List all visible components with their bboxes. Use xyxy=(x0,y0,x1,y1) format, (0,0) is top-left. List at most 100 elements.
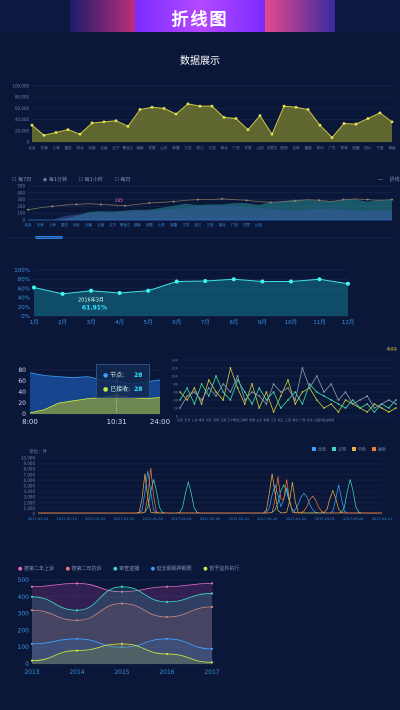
data-point xyxy=(366,198,369,201)
area-fill xyxy=(28,205,392,220)
annotation-value: 61.91% xyxy=(82,305,107,312)
x-tick-label: 山东 xyxy=(160,145,168,150)
data-point xyxy=(186,395,189,397)
x-tick-label: 湖南 xyxy=(136,145,144,150)
data-point xyxy=(395,407,397,409)
data-point xyxy=(243,391,246,393)
data-point xyxy=(265,391,268,393)
data-point xyxy=(207,395,210,397)
data-point xyxy=(179,399,181,401)
chart7-legend: ● 按第二年上诉 ● 按第二年抗诉 ● 审查逮捕 ● 延长期羁押期限 ● 暂予监… xyxy=(18,565,249,572)
data-point xyxy=(90,121,94,125)
y-tick-label: 100 xyxy=(17,211,25,216)
x-tick-label: 山西 xyxy=(255,222,262,227)
x-tick-label: 广东 xyxy=(328,145,336,150)
x-tick-label: 上海 xyxy=(52,145,60,150)
chart2-legend-right[interactable]: — 折线 xyxy=(378,177,400,183)
y-tick-label: 80,000 xyxy=(15,95,29,100)
data-point xyxy=(330,383,333,385)
chart-monthly-percent: 0% 20% 40% 60% 80% 100% 1月 2月 3月 4月 5月 6月 7月 8月 9月 10月 1… xyxy=(14,268,354,326)
data-point xyxy=(174,112,178,116)
y-tick-label: 100% xyxy=(14,268,30,274)
y-tick-label: 0 xyxy=(22,218,25,223)
data-point xyxy=(354,122,358,126)
data-point xyxy=(120,585,124,588)
x-tick-label: 浙江 xyxy=(194,222,201,227)
data-point xyxy=(359,407,361,409)
x-tick-label: 四川 xyxy=(364,146,372,150)
data-point xyxy=(308,383,311,385)
x-tick-label: 甘肃 xyxy=(244,145,252,150)
data-point xyxy=(323,395,325,397)
data-point xyxy=(117,291,122,295)
data-point xyxy=(279,391,282,393)
data-point xyxy=(150,105,154,109)
x-tick-label: 2017-02-14 xyxy=(228,517,249,521)
data-point xyxy=(287,399,289,401)
data-point xyxy=(387,411,390,413)
x-tick-label: 北京 xyxy=(28,145,36,150)
x-tick-label: 2017-01-15 xyxy=(56,517,76,521)
x-tick-label: 河南 xyxy=(88,145,96,150)
x-tick-label: 云南 xyxy=(100,145,108,150)
data-point xyxy=(351,403,354,405)
x-tick-label: 湖北 xyxy=(219,222,226,227)
data-point xyxy=(337,399,340,401)
data-point xyxy=(258,114,262,118)
data-point xyxy=(344,391,347,393)
data-point xyxy=(387,407,390,409)
data-point xyxy=(120,642,124,645)
data-point xyxy=(198,104,202,108)
data-point xyxy=(222,383,225,385)
legend-item[interactable]: ◉ 每1分钟 xyxy=(42,177,67,183)
series-line xyxy=(33,278,349,295)
y-tick-label: 60 xyxy=(18,378,26,385)
data-point xyxy=(229,399,232,401)
legend-item[interactable]: ☐ 每日 xyxy=(114,177,131,183)
legend-item[interactable]: ● 审查逮捕 xyxy=(113,566,140,572)
data-point xyxy=(54,131,58,134)
data-point xyxy=(315,399,318,401)
x-tick-label: 湖北 xyxy=(220,145,228,150)
area-fill xyxy=(32,103,392,142)
y-tick-label: 0 xyxy=(22,411,26,418)
data-point xyxy=(215,395,217,397)
x-tick-label: 江西 xyxy=(285,417,291,422)
y-tick-label: 0% xyxy=(21,314,30,320)
data-point xyxy=(294,403,297,405)
x-tick-label: 浙江 xyxy=(196,145,204,150)
x-tick-label: 吉林 xyxy=(292,145,300,150)
data-point xyxy=(165,652,169,656)
legend-item[interactable]: ● 暂予监外执行 xyxy=(203,566,240,572)
x-tick-label: 山西 xyxy=(256,145,264,150)
x-tick-label: 10:31 xyxy=(107,418,127,426)
legend-item[interactable]: ☐ 每1小时 xyxy=(78,177,103,183)
y-tick-label: 200 xyxy=(18,627,30,634)
x-tick-label: 辽宁 xyxy=(227,417,233,422)
data-point xyxy=(207,379,210,381)
x-tick-label: 8月 xyxy=(229,319,238,326)
x-tick-label: 上海 xyxy=(49,222,56,227)
data-point xyxy=(210,605,214,608)
data-point xyxy=(207,387,210,389)
legend-item[interactable]: ● 延长期羁押期限 xyxy=(150,566,192,572)
legend-item[interactable]: ● 按第二年上诉 xyxy=(18,566,54,572)
data-point xyxy=(203,279,208,284)
data-point xyxy=(258,395,261,397)
data-point xyxy=(301,391,304,393)
y-tick-label: 100 xyxy=(18,644,30,651)
data-point xyxy=(75,609,79,612)
legend-item[interactable]: ☐ 每7日 xyxy=(12,177,32,183)
data-point xyxy=(373,407,376,409)
legend-swatch xyxy=(312,447,316,451)
legend-label: 增减量 xyxy=(387,346,398,351)
data-point xyxy=(287,379,289,381)
legend-item[interactable]: ● 按第二年抗诉 xyxy=(65,566,102,572)
data-point xyxy=(243,403,246,405)
annotation-label: 2016年3月 xyxy=(78,297,104,304)
data-point xyxy=(251,403,253,405)
data-point xyxy=(323,407,325,409)
data-point xyxy=(344,399,347,401)
data-point xyxy=(288,279,293,284)
